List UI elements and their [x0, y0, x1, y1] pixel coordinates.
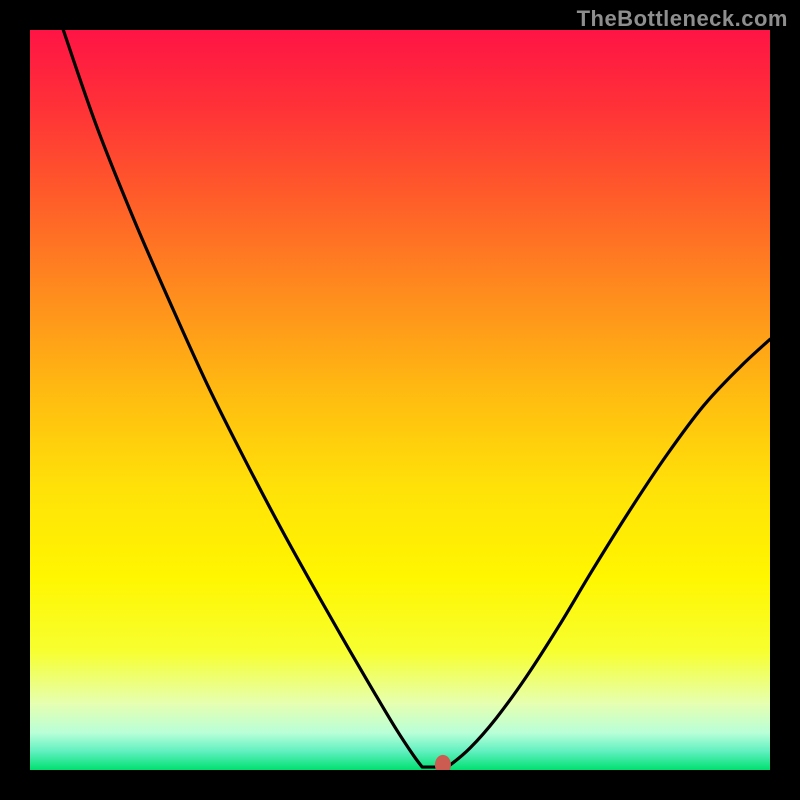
- gradient-background: [30, 30, 770, 770]
- watermark-text: TheBottleneck.com: [577, 6, 788, 32]
- plot-area: [30, 30, 770, 770]
- chart-frame: TheBottleneck.com: [0, 0, 800, 800]
- bottleneck-plot-svg: [30, 30, 770, 770]
